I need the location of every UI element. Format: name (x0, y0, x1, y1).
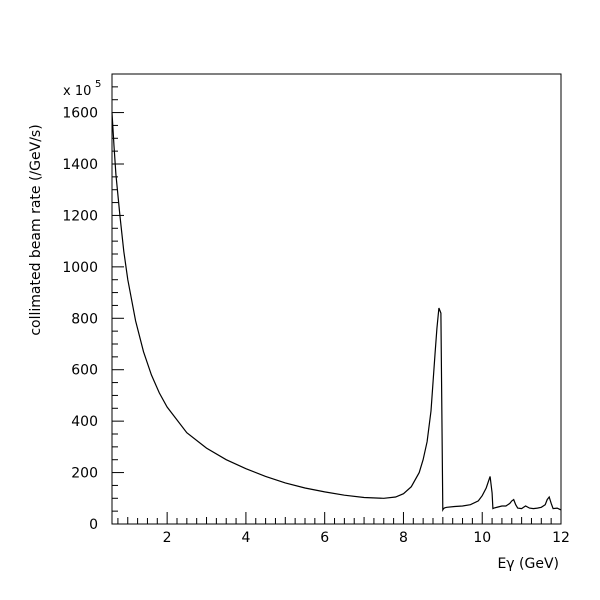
plot-frame (111, 73, 562, 525)
y-multiplier-exponent: 5 (95, 79, 101, 90)
x-axis-title: Eγ (GeV) (497, 556, 559, 572)
x-tick-label: 10 (473, 530, 491, 546)
y-tick-label: 0 (89, 517, 98, 533)
y-axis-title: collimated beam rate (/GeV/s) (28, 124, 44, 335)
x-tick-label: 6 (320, 530, 329, 546)
y-tick-label: 1200 (62, 208, 98, 224)
y-multiplier-prefix: x 10 (63, 84, 91, 99)
series-line (111, 112, 562, 512)
x-tick-label: 4 (241, 530, 250, 546)
x-tick-label: 12 (552, 530, 570, 546)
x-tick-label: 2 (163, 530, 172, 546)
y-tick-label: 600 (71, 363, 98, 379)
x-tick-label: 8 (399, 530, 408, 546)
y-tick-label: 1400 (62, 157, 98, 173)
y-tick-label: 1000 (62, 260, 98, 276)
y-tick-label: 200 (71, 466, 98, 482)
y-tick-label: 1600 (62, 106, 98, 122)
y-tick-label: 800 (71, 311, 98, 327)
y-tick-label: 400 (71, 414, 98, 430)
